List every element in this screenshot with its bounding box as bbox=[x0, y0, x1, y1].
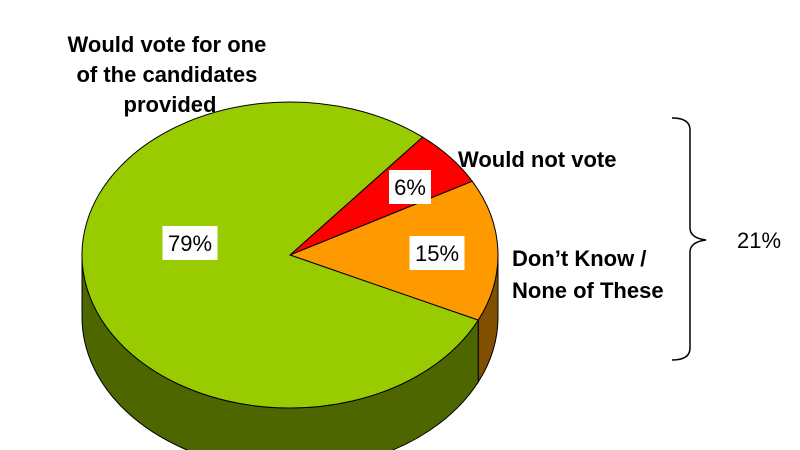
label-dont-know: Don’t Know / None of These bbox=[512, 246, 664, 303]
pie-slices bbox=[81, 101, 499, 409]
pie-slice-0 bbox=[81, 101, 479, 409]
value-label-text: 79% bbox=[168, 231, 212, 256]
value-label-2: 15% bbox=[409, 236, 465, 270]
value-label-1: 6% bbox=[389, 170, 431, 204]
bracket-total-label: 21% bbox=[737, 228, 781, 253]
label-would-vote: Would vote for one of the candidates pro… bbox=[68, 32, 273, 117]
pie-slice-2 bbox=[288, 180, 499, 321]
value-label-0: 79% bbox=[162, 226, 218, 260]
bracket bbox=[671, 117, 707, 361]
value-label-text: 6% bbox=[394, 175, 426, 200]
value-label-box bbox=[162, 226, 218, 260]
value-labels: 6% 15% 79% bbox=[162, 170, 465, 270]
value-label-box bbox=[409, 236, 465, 270]
label-would-not-vote: Would not vote bbox=[458, 147, 616, 172]
value-label-text: 15% bbox=[415, 241, 459, 266]
value-label-box bbox=[389, 170, 431, 204]
